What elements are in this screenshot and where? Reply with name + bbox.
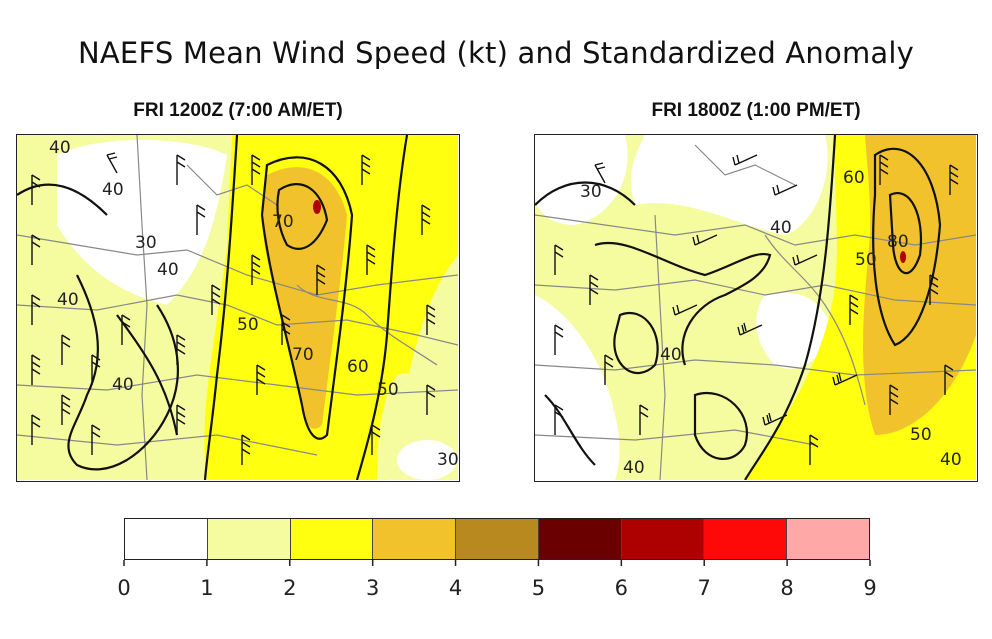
- speed-contours: [535, 135, 942, 480]
- colorbar: [124, 518, 870, 560]
- speed-contours: [17, 135, 409, 480]
- contour-label: 70: [292, 345, 314, 365]
- colorbar-tick-label: 4: [449, 576, 462, 600]
- map-boundaries: [17, 135, 458, 480]
- anomaly-fill-0-1: [756, 292, 835, 369]
- panel-2-title: FRI 1800Z (1:00 PM/ET): [651, 100, 861, 121]
- anomaly-peak-marker: [313, 200, 321, 214]
- anomaly-fill-0-1: [535, 135, 628, 225]
- contour-label: 50: [377, 380, 399, 400]
- map-panel-1-plot: 40 40 30 40 40 70 60 70 50 50 40 30: [17, 135, 458, 480]
- anomaly-fill-0-1: [397, 440, 457, 480]
- wind-barbs: [554, 154, 959, 465]
- colorbar-bin: [537, 519, 621, 559]
- contour-label: 80: [887, 232, 909, 252]
- anomaly-fill-0-1: [630, 135, 828, 235]
- contour-labels: 40 40 30 40 40 70 60 70 50 50 40 30: [49, 138, 458, 470]
- contour-label: 70: [272, 212, 294, 232]
- contour-label: 50: [237, 315, 259, 335]
- panel-1-title: FRI 1200Z (7:00 AM/ET): [133, 100, 343, 121]
- anomaly-peak-marker: [900, 251, 906, 263]
- contour-label: 40: [112, 375, 134, 395]
- contour-label: 30: [580, 182, 602, 202]
- contour-labels: 30 40 60 80 50 40 40 40 50: [580, 168, 962, 478]
- colorbar-bin: [620, 519, 704, 559]
- contour-label: 40: [940, 450, 962, 470]
- map-panel-2-plot: 30 40 60 80 50 40 40 40 50: [535, 135, 976, 480]
- colorbar-bin: [125, 519, 207, 559]
- contour-label: 50: [910, 425, 932, 445]
- contour-label: 40: [57, 290, 79, 310]
- colorbar-tick-label: 6: [615, 576, 628, 600]
- colorbar-tick-label: 5: [532, 576, 545, 600]
- colorbar-ticks: 0 1 2 3 4 5 6 7 8 9: [117, 560, 877, 600]
- colorbar-tick-label: 7: [698, 576, 711, 600]
- colorbar-tick-label: 8: [780, 576, 793, 600]
- colorbar-bin: [206, 519, 290, 559]
- anomaly-fill-3-4: [262, 167, 347, 429]
- contour-label: 40: [102, 180, 124, 200]
- colorbar-tick-label: 3: [366, 576, 379, 600]
- anomaly-fill-0-1: [535, 295, 620, 480]
- map-boundaries: [535, 144, 976, 480]
- colorbar-tick-label: 2: [283, 576, 296, 600]
- colorbar-tick-label: 1: [200, 576, 213, 600]
- map-panel-1: 40 40 30 40 40 70 60 70 50 50 40 30: [16, 134, 460, 482]
- contour-label: 40: [660, 345, 682, 365]
- contour-label: 60: [347, 357, 369, 377]
- colorbar-bin: [703, 519, 787, 559]
- contour-label: 40: [770, 218, 792, 238]
- contour-label: 30: [437, 450, 458, 470]
- figure-title: NAEFS Mean Wind Speed (kt) and Standardi…: [78, 36, 914, 70]
- wind-barbs: [31, 152, 436, 465]
- contour-label: 60: [843, 168, 865, 188]
- contour-label: 40: [49, 138, 71, 158]
- map-panel-2: 30 40 60 80 50 40 40 40 50: [534, 134, 978, 482]
- contour-label: 50: [855, 250, 877, 270]
- colorbar-bin: [289, 519, 373, 559]
- contour-label: 40: [157, 260, 179, 280]
- colorbar-tick-label: 0: [117, 576, 130, 600]
- colorbar-tick-label: 9: [863, 576, 876, 600]
- contour-label: 40: [623, 458, 645, 478]
- colorbar-bin: [372, 519, 456, 559]
- colorbar-bin: [455, 519, 538, 559]
- contour-label: 30: [135, 233, 157, 253]
- colorbar-bin: [786, 519, 870, 559]
